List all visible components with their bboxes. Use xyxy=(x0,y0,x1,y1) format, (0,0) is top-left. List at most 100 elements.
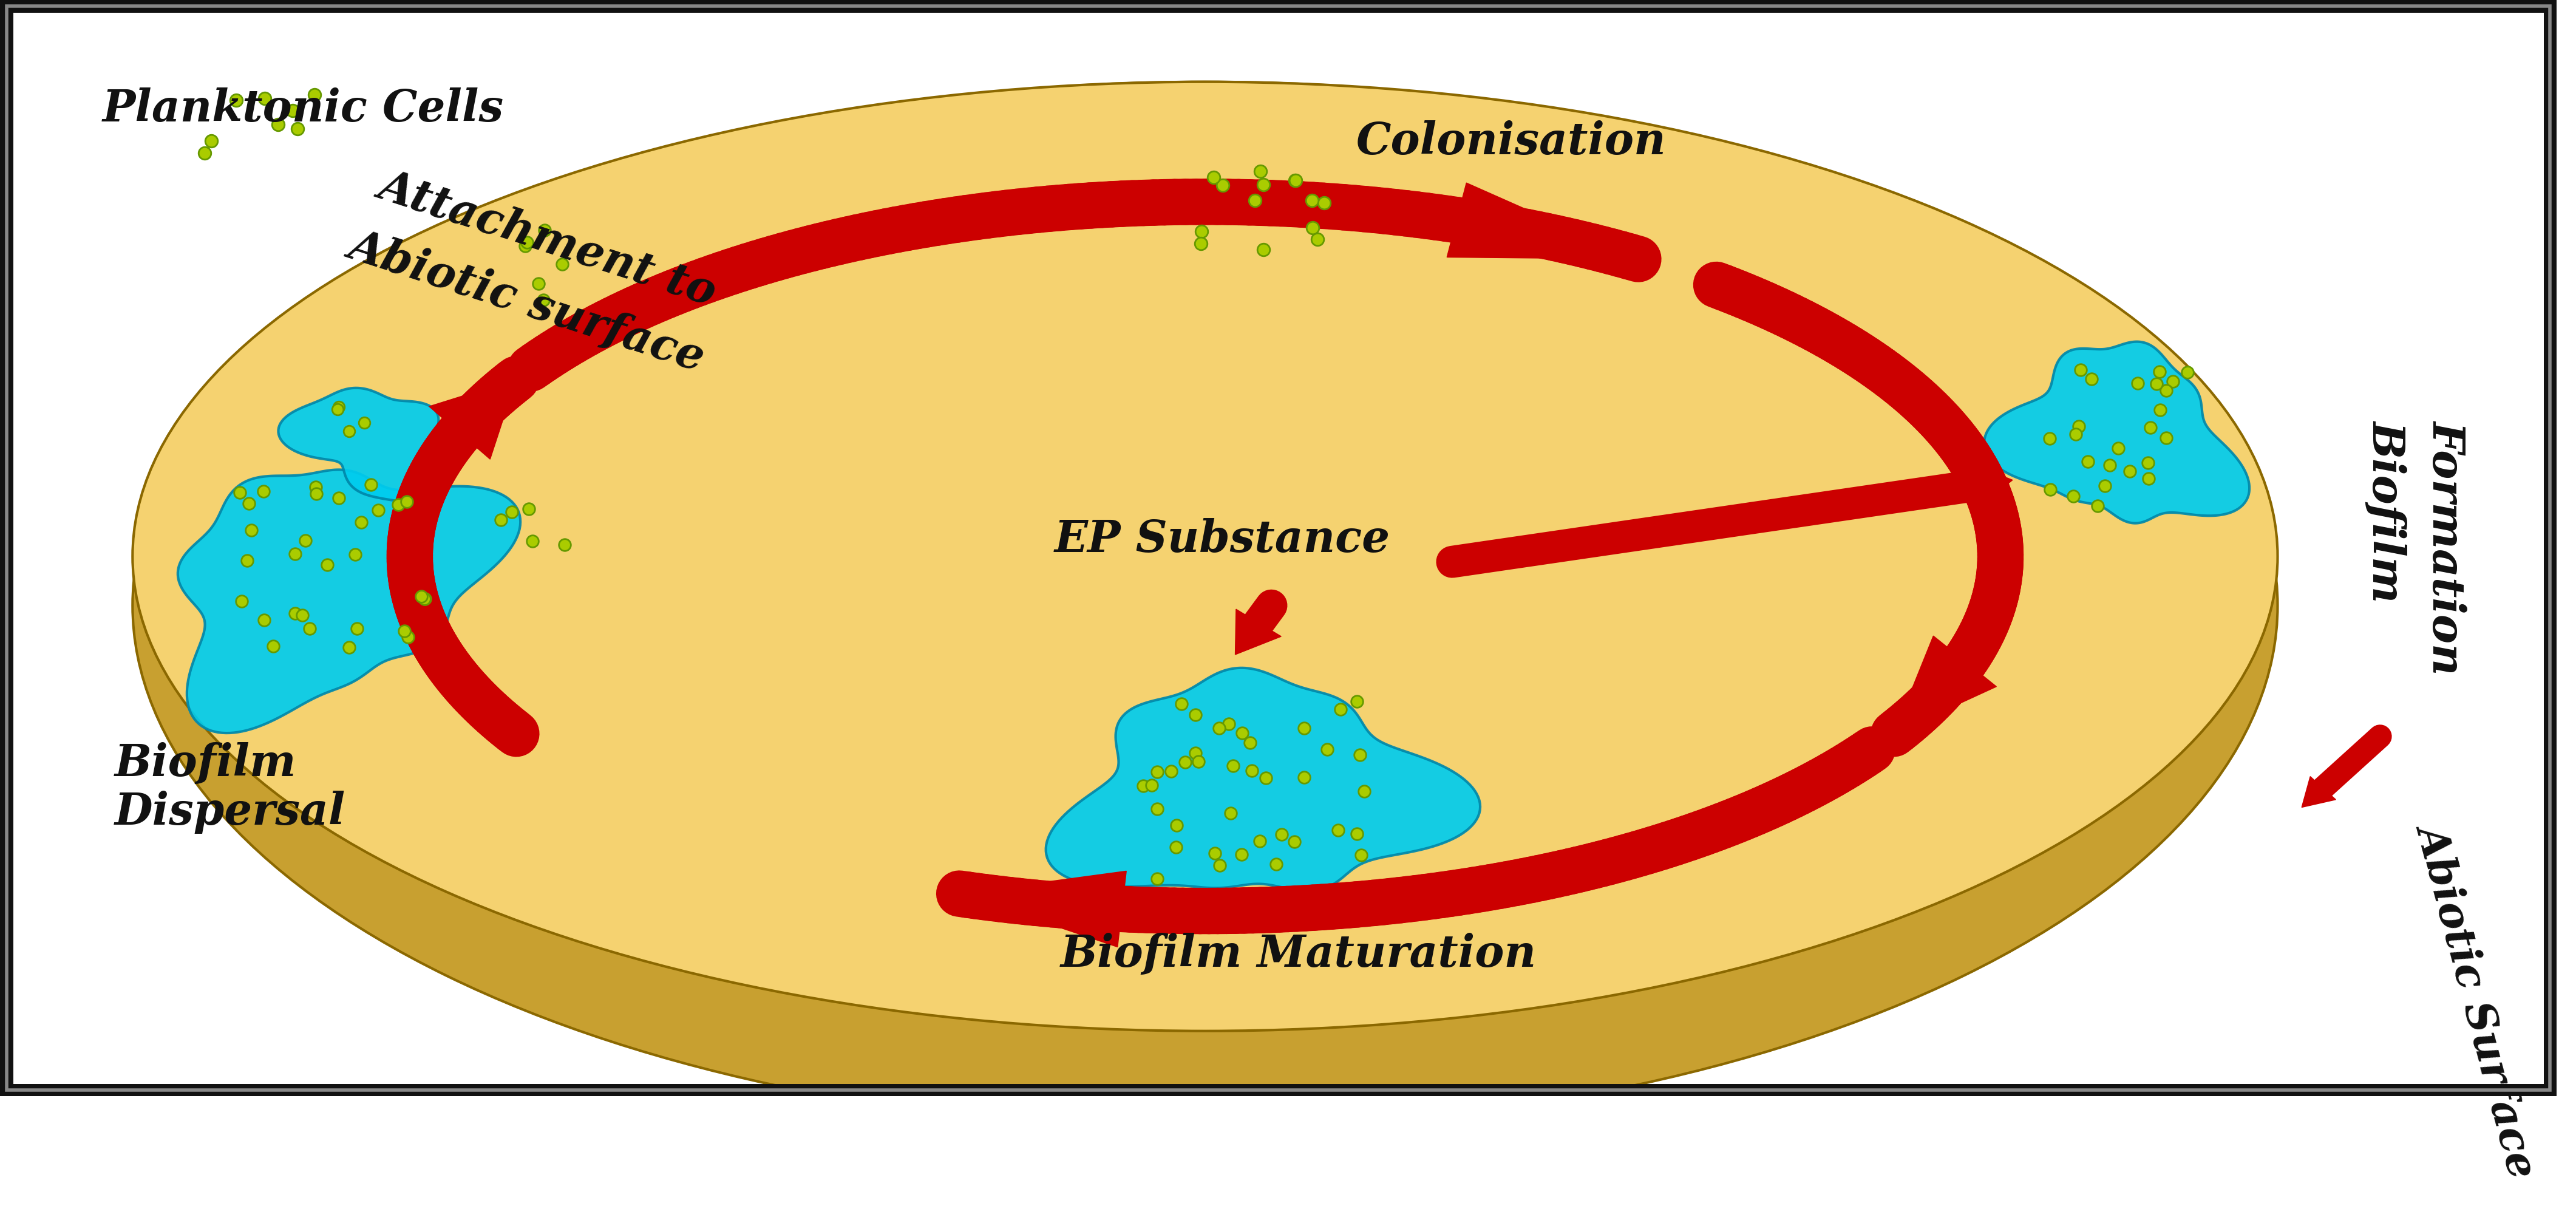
Point xyxy=(1275,171,1316,190)
Point xyxy=(281,605,322,625)
Point xyxy=(2128,468,2169,488)
Point xyxy=(1229,733,1270,753)
Text: Attachment to: Attachment to xyxy=(374,163,721,314)
Point xyxy=(2061,360,2102,379)
Point xyxy=(319,396,361,416)
Point xyxy=(1296,229,1337,249)
Point xyxy=(492,503,533,522)
Point xyxy=(1131,776,1172,795)
Point xyxy=(379,495,420,515)
Point xyxy=(1208,714,1249,733)
Point xyxy=(1255,854,1296,874)
Polygon shape xyxy=(1046,667,1481,891)
Polygon shape xyxy=(2303,776,2336,808)
Point xyxy=(2146,381,2187,400)
Point xyxy=(541,254,582,273)
Point xyxy=(1340,845,1381,865)
Point xyxy=(2058,416,2099,436)
Point xyxy=(1340,745,1381,765)
Point xyxy=(1193,167,1234,187)
Point xyxy=(337,619,379,638)
Point xyxy=(1157,837,1198,856)
Point xyxy=(2141,400,2182,420)
Polygon shape xyxy=(1965,462,2012,510)
Point xyxy=(1342,781,1383,800)
Point xyxy=(183,143,224,162)
Point xyxy=(386,492,428,511)
Point xyxy=(1293,218,1334,238)
Point xyxy=(1283,767,1324,787)
Point xyxy=(1151,761,1193,781)
Point xyxy=(245,89,286,109)
Point xyxy=(294,84,335,104)
Point xyxy=(2146,428,2187,448)
Point xyxy=(222,592,263,611)
Point xyxy=(1211,804,1252,824)
Polygon shape xyxy=(430,379,515,459)
Text: Biofilm Maturation: Biofilm Maturation xyxy=(1061,933,1535,976)
Point xyxy=(1283,719,1324,738)
Polygon shape xyxy=(1448,183,1638,259)
Point xyxy=(1303,193,1345,212)
Point xyxy=(1244,769,1285,788)
Text: Colonisation: Colonisation xyxy=(1355,120,1667,163)
Text: EP Substance: EP Substance xyxy=(1054,518,1391,561)
Point xyxy=(1177,752,1218,771)
Point xyxy=(2084,476,2125,495)
Point xyxy=(296,477,337,497)
Point xyxy=(2056,425,2097,444)
Point xyxy=(276,118,317,138)
Point xyxy=(317,399,358,418)
Text: Abiotic surface: Abiotic surface xyxy=(343,223,711,379)
Point xyxy=(2110,461,2151,481)
Point xyxy=(1291,190,1332,210)
Point xyxy=(384,621,425,640)
Point xyxy=(232,520,273,539)
Point xyxy=(258,115,299,134)
Point xyxy=(327,422,368,442)
Point xyxy=(1195,843,1236,863)
Point xyxy=(2071,370,2112,389)
Point xyxy=(505,237,546,256)
Point xyxy=(544,536,585,555)
Point xyxy=(273,604,314,623)
Point xyxy=(1203,176,1244,195)
Point xyxy=(245,610,286,630)
Point xyxy=(2117,373,2159,393)
Point xyxy=(1136,799,1177,819)
Point xyxy=(1200,855,1242,875)
Polygon shape xyxy=(958,871,1126,947)
Point xyxy=(1306,739,1347,759)
Point xyxy=(1234,190,1275,210)
Point xyxy=(286,531,327,550)
Point xyxy=(507,499,549,518)
Point xyxy=(2136,373,2177,393)
Point xyxy=(526,220,567,239)
Point xyxy=(2130,417,2172,437)
Point xyxy=(2076,497,2117,516)
Point xyxy=(2128,453,2169,472)
Point xyxy=(229,493,270,512)
Point xyxy=(276,544,317,564)
Text: Formation: Formation xyxy=(2424,420,2468,675)
Text: Dispersal: Dispersal xyxy=(113,791,345,834)
Point xyxy=(252,637,294,656)
Point xyxy=(216,90,258,110)
Point xyxy=(1221,723,1262,743)
Point xyxy=(1275,171,1316,190)
Point xyxy=(1198,719,1239,738)
Text: Biofilm: Biofilm xyxy=(2365,420,2409,601)
Point xyxy=(227,550,268,570)
Point xyxy=(350,475,392,494)
Point xyxy=(1157,816,1198,836)
Text: Planktonic Cells: Planktonic Cells xyxy=(103,88,505,131)
Ellipse shape xyxy=(131,82,2277,1031)
Point xyxy=(219,483,260,503)
Point xyxy=(1164,753,1206,772)
Point xyxy=(2166,362,2208,382)
Point xyxy=(1239,161,1280,181)
Point xyxy=(1231,761,1273,781)
Point xyxy=(513,531,554,550)
Point xyxy=(2089,455,2130,475)
Polygon shape xyxy=(1984,342,2249,523)
